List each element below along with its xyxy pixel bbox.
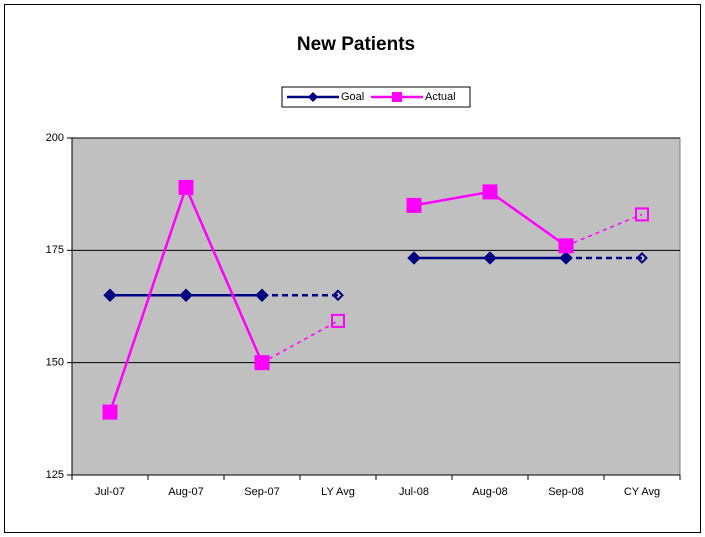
actual-marker [482, 184, 498, 200]
goal-marker [103, 288, 117, 302]
y-tick-label: 150 [46, 357, 64, 369]
actual-marker [102, 404, 118, 420]
goal-marker [483, 251, 497, 265]
actual-marker [254, 355, 270, 371]
goal-marker [559, 251, 573, 265]
y-tick-label: 125 [46, 469, 64, 481]
legend-label: Goal [341, 91, 364, 103]
actual-marker [178, 179, 194, 195]
average-line [261, 320, 339, 364]
goal-marker [636, 252, 648, 264]
actual-marker [331, 313, 345, 328]
legend-label: Actual [425, 91, 456, 103]
goal-marker [255, 288, 269, 302]
x-tick-label: Jul-08 [399, 486, 429, 498]
x-tick-label: Sep-07 [244, 486, 279, 498]
goal-marker [332, 289, 344, 302]
x-tick-label: Sep-08 [548, 486, 583, 498]
x-tick-label: Jul-07 [95, 486, 125, 498]
x-tick-label: Aug-07 [168, 486, 203, 498]
actual-marker [635, 207, 649, 222]
x-tick-label: Aug-08 [472, 486, 507, 498]
goal-marker [407, 251, 421, 265]
average-line [565, 213, 643, 247]
x-tick-label: CY Avg [624, 486, 660, 498]
legend-marker [308, 92, 318, 102]
legend-marker [392, 92, 402, 102]
actual-marker [558, 238, 574, 254]
y-tick-label: 200 [46, 132, 64, 144]
actual-marker [406, 197, 422, 213]
plot-area [71, 137, 681, 476]
y-tick-label: 175 [46, 244, 64, 256]
x-tick-label: LY Avg [321, 486, 355, 498]
chart-title: New Patients [297, 34, 415, 55]
goal-marker [179, 288, 193, 302]
